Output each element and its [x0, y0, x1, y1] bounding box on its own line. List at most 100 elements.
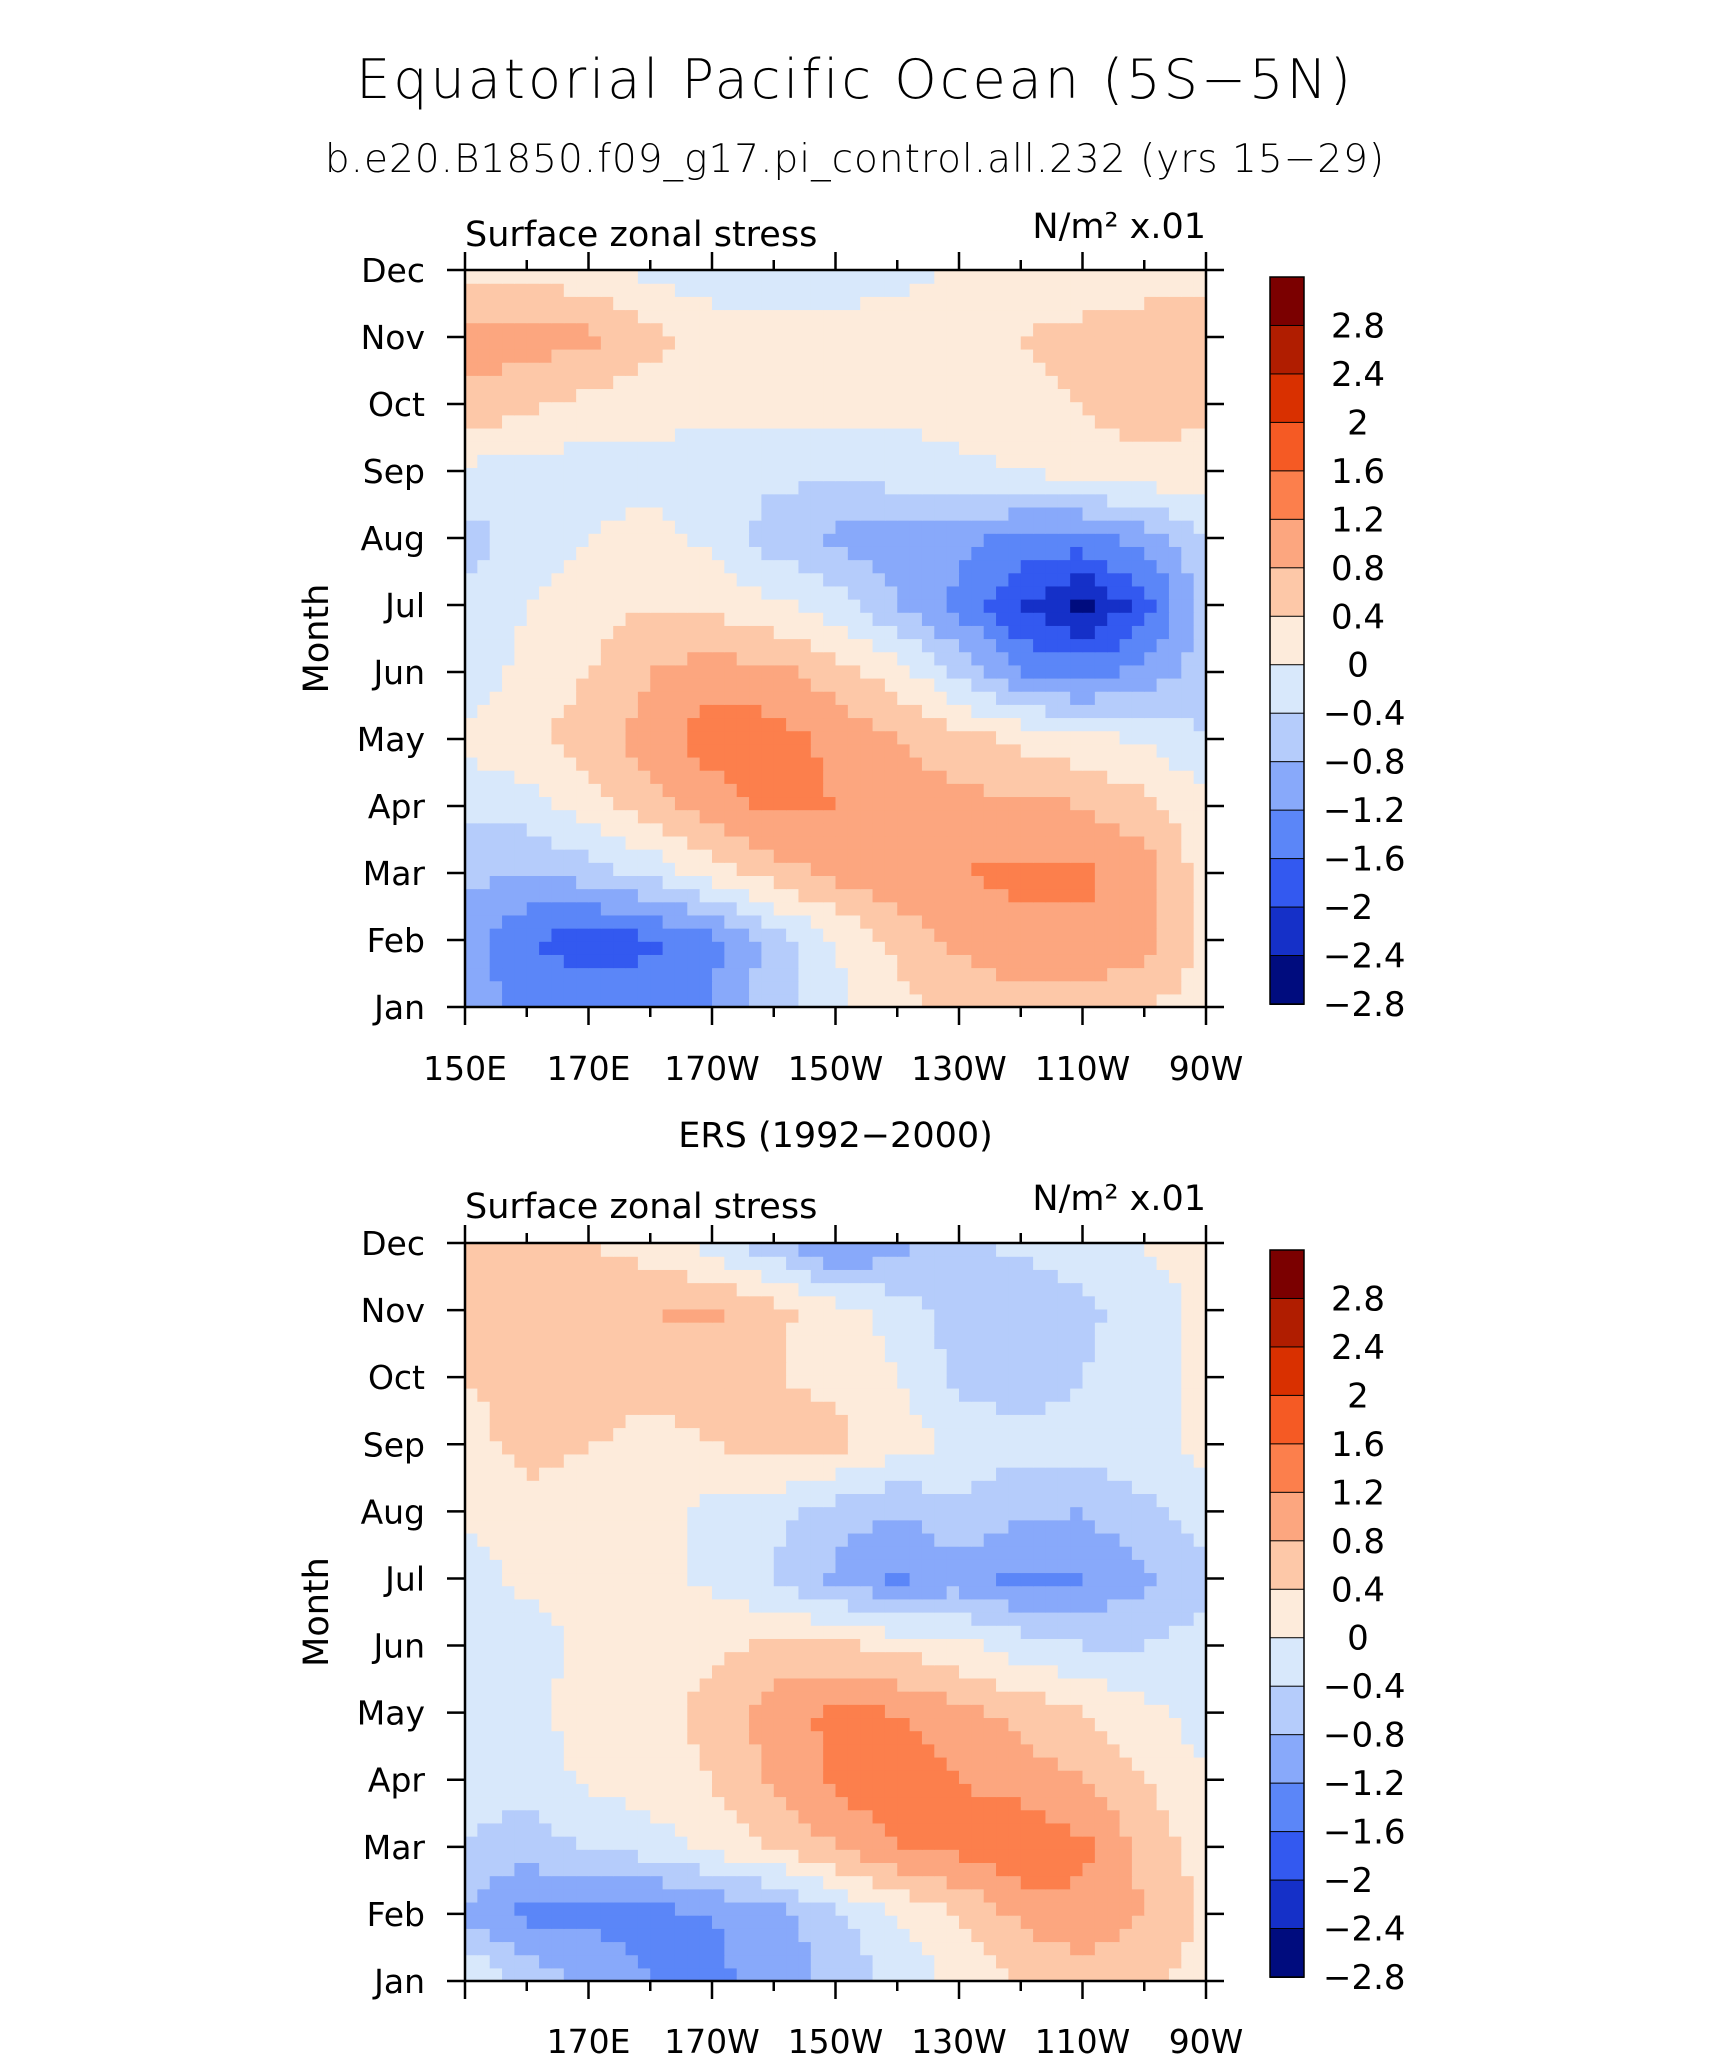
heatmap-cell — [983, 480, 997, 495]
heatmap-cell — [662, 1928, 676, 1943]
heatmap-cell — [761, 1941, 775, 1956]
heatmap-cell — [773, 1691, 787, 1705]
heatmap-cell — [761, 362, 775, 376]
heatmap-cell — [724, 1954, 738, 1969]
heatmap-cell — [1057, 559, 1071, 574]
heatmap-cell — [576, 480, 590, 495]
heatmap-cell — [650, 388, 664, 403]
heatmap-cell — [971, 862, 985, 876]
heatmap-cell — [773, 414, 787, 429]
heatmap-cell — [798, 1836, 812, 1850]
heatmap-cell — [959, 480, 972, 495]
heatmap-cell — [712, 401, 725, 416]
heatmap-cell — [514, 1691, 528, 1705]
heatmap-cell — [502, 1941, 515, 1956]
heatmap-cell — [959, 467, 972, 482]
heatmap-cell — [1131, 401, 1145, 416]
heatmap-cell — [971, 599, 985, 613]
heatmap-cell — [1131, 822, 1145, 837]
heatmap-cell — [773, 283, 787, 297]
heatmap-cell — [625, 309, 639, 324]
heatmap-cell — [736, 1941, 750, 1956]
heatmap-cell — [489, 1849, 503, 1863]
heatmap-cell — [872, 1954, 886, 1969]
heatmap-cell — [514, 1901, 528, 1916]
heatmap-cell — [588, 335, 602, 350]
heatmap-cell — [1045, 1783, 1059, 1798]
heatmap-cell — [1008, 651, 1022, 666]
heatmap-cell — [650, 506, 664, 521]
heatmap-cell — [1033, 283, 1047, 297]
heatmap-cell — [810, 664, 824, 679]
heatmap-cell — [613, 1717, 627, 1732]
heatmap-cell — [1119, 480, 1133, 495]
heatmap-cell — [786, 1691, 800, 1705]
heatmap-cell — [465, 362, 478, 376]
heatmap-cell — [1045, 322, 1059, 337]
heatmap-cell — [699, 546, 713, 561]
heatmap-cell — [576, 783, 590, 798]
heatmap-cell — [1168, 467, 1182, 482]
heatmap-cell — [699, 454, 713, 469]
heatmap-cell — [983, 1677, 997, 1692]
heatmap-cell — [823, 1756, 837, 1771]
heatmap-cell — [897, 862, 911, 876]
heatmap-cell — [749, 704, 762, 719]
heatmap-cell — [1082, 796, 1096, 811]
heatmap-cell — [1156, 375, 1170, 390]
heatmap-cell — [736, 756, 750, 771]
heatmap-cell — [1070, 1901, 1084, 1916]
heatmap-cell — [674, 322, 688, 337]
heatmap-cell — [514, 1796, 528, 1811]
heatmap-cell — [1107, 638, 1121, 653]
heatmap-cell — [1045, 651, 1059, 666]
heatmap-cell — [884, 375, 898, 390]
heatmap-cell — [551, 691, 565, 705]
heatmap-cell — [946, 928, 960, 942]
heatmap-cell — [687, 585, 701, 600]
heatmap-cell — [625, 348, 639, 363]
heatmap-cell — [699, 717, 713, 732]
heatmap-cell — [489, 506, 503, 521]
heatmap-cell — [1070, 375, 1084, 390]
heatmap-cell — [625, 1743, 639, 1758]
heatmap-cell — [539, 1756, 553, 1771]
heatmap-cell — [465, 796, 478, 811]
heatmap-cell — [650, 441, 664, 455]
heatmap-cell — [835, 480, 849, 495]
heatmap-cell — [773, 901, 787, 916]
heatmap-cell — [897, 427, 911, 442]
heatmap-cell — [699, 809, 713, 824]
heatmap-cell — [798, 901, 812, 916]
heatmap-cell — [1033, 914, 1047, 929]
heatmap-cell — [1082, 677, 1096, 692]
heatmap-cell — [761, 914, 775, 929]
heatmap-cell — [884, 1796, 898, 1811]
heatmap-cell — [514, 480, 528, 495]
heatmap-cell — [1033, 691, 1047, 705]
heatmap-cell — [477, 901, 491, 916]
heatmap-cell — [983, 1822, 997, 1837]
heatmap-cell — [712, 849, 725, 863]
heatmap-cell — [835, 770, 849, 784]
heatmap-cell — [983, 796, 997, 811]
heatmap-cell — [934, 1967, 948, 1982]
heatmap-cell — [625, 441, 639, 455]
heatmap-cell — [749, 1862, 762, 1877]
heatmap-cell — [662, 1717, 676, 1732]
heatmap-cell — [1181, 796, 1195, 811]
heatmap-cell — [959, 1875, 972, 1890]
heatmap-cell — [835, 928, 849, 942]
heatmap-cell — [1119, 375, 1133, 390]
heatmap-cell — [1020, 783, 1034, 798]
heatmap-cell — [946, 1954, 960, 1969]
heatmap-cell — [1144, 309, 1158, 324]
heatmap-cell — [1168, 901, 1182, 916]
heatmap-cell — [823, 1730, 837, 1745]
heatmap-cell — [1094, 941, 1108, 955]
heatmap-cell — [699, 572, 713, 587]
heatmap-cell — [477, 1770, 491, 1784]
heatmap-cell — [637, 1967, 651, 1982]
heatmap-cell — [477, 1875, 491, 1890]
heatmap-cell — [1181, 849, 1195, 863]
